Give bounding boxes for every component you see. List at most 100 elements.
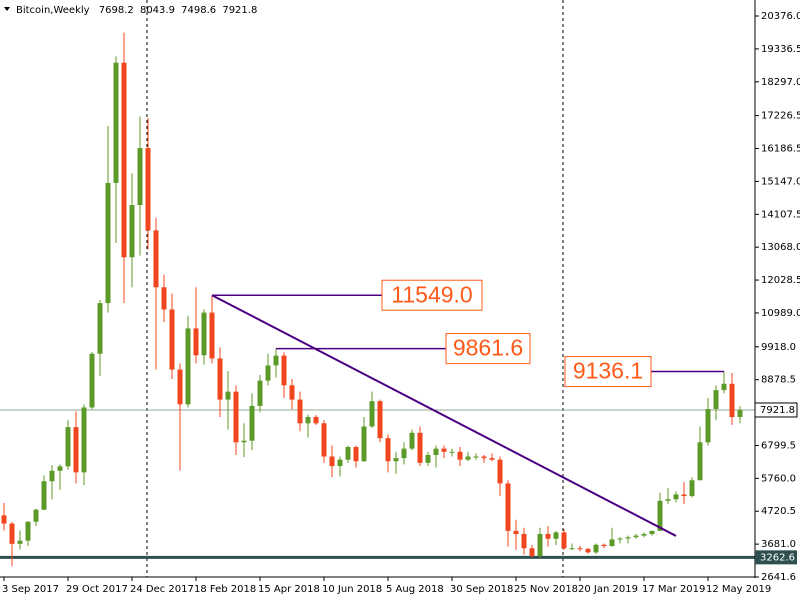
candle-body <box>425 454 431 463</box>
candle-body <box>625 537 631 539</box>
candle-body <box>57 466 63 471</box>
y-tick-label: 15147.0 <box>761 176 800 187</box>
y-tick-label: 13068.0 <box>761 242 800 253</box>
candle-body <box>601 544 607 547</box>
x-tick-label: 30 Sep 2018 <box>450 584 513 595</box>
candle-body <box>345 447 351 460</box>
candle-body <box>225 391 231 400</box>
candle-body <box>633 535 639 538</box>
candle-body <box>281 355 287 386</box>
candle-body <box>673 494 679 500</box>
candle-body <box>129 205 135 258</box>
candle-body <box>273 355 279 366</box>
x-tick-label: 18 Feb 2018 <box>194 584 256 595</box>
candle-body <box>457 451 463 460</box>
header-close: 7921.8 <box>222 5 257 16</box>
candle-body <box>169 309 175 370</box>
annotation-label: 9136.1 <box>573 358 643 384</box>
candle-body <box>721 383 727 391</box>
chart-header: Bitcoin,Weekly 7698.2 8043.9 7498.6 7921… <box>16 5 257 16</box>
candle-body <box>65 427 71 467</box>
x-tick-label: 20 Jan 2019 <box>578 584 638 595</box>
x-tick-label: 25 Nov 2018 <box>514 584 578 595</box>
candle-body <box>449 451 455 453</box>
candle-body <box>561 532 567 549</box>
candle-body <box>657 500 663 531</box>
candle-body <box>729 383 735 418</box>
candle-body <box>89 353 95 408</box>
candle-body <box>401 448 407 459</box>
candle-body <box>361 426 367 462</box>
candle-body <box>217 358 223 400</box>
annotation-label: 9861.6 <box>453 335 523 361</box>
y-tick-label: 16186.5 <box>761 144 800 155</box>
header-high: 8043.9 <box>140 5 175 16</box>
candle-body <box>161 287 167 310</box>
candle-body <box>705 409 711 443</box>
candle-body <box>1 515 7 524</box>
y-tick-label: 8878.5 <box>761 375 796 386</box>
x-tick-label: 15 Apr 2018 <box>258 584 320 595</box>
candle-body <box>649 530 655 535</box>
y-tick-label: 6799.5 <box>761 440 796 451</box>
candle-body <box>353 447 359 462</box>
candle-body <box>441 448 447 452</box>
y-tick-label: 4720.5 <box>761 506 796 517</box>
header-arrow <box>4 7 10 11</box>
candle-body <box>641 534 647 536</box>
candle-body <box>177 369 183 405</box>
candle-body <box>241 440 247 443</box>
y-tick-label: 20376.0 <box>761 11 800 22</box>
candle-body <box>233 391 239 443</box>
plot: 11549.0 9861.6 9136.1 <box>0 32 755 567</box>
candle-body <box>265 365 271 381</box>
annotation-box <box>564 356 652 388</box>
price-label-box <box>754 402 798 418</box>
candle-body <box>297 399 303 424</box>
level-label-box <box>755 550 797 565</box>
candle-body <box>105 182 111 304</box>
y-tick-label: 17226.5 <box>761 111 800 122</box>
candle-body <box>665 499 671 501</box>
y-tick-label: 3681.0 <box>761 539 796 550</box>
candle-body <box>337 459 343 467</box>
candle-body <box>409 432 415 449</box>
candle-body <box>585 548 591 553</box>
candle-body <box>537 534 543 557</box>
candle-body <box>113 62 119 183</box>
trend-line <box>211 294 677 537</box>
candle-body <box>369 401 375 427</box>
candle-body <box>81 407 87 473</box>
candle-body <box>489 458 495 460</box>
candle-body <box>97 303 103 354</box>
level-label: 3262.6 <box>760 552 795 563</box>
candle-body <box>713 390 719 410</box>
x-tick-label: 24 Dec 2017 <box>130 584 194 595</box>
candle-body <box>617 538 623 540</box>
y-tick-label: 2641.6 <box>761 572 796 583</box>
x-tick-label: 5 Aug 2018 <box>386 584 444 595</box>
candle-body <box>41 481 47 510</box>
y-tick-label: 9918.0 <box>761 342 796 353</box>
x-tick-label: 3 Sep 2017 <box>2 584 59 595</box>
annotation-box <box>381 279 483 311</box>
candle-body <box>609 539 615 547</box>
candle-body <box>417 432 423 463</box>
header-open: 7698.2 <box>99 5 134 16</box>
candle-body <box>257 380 263 406</box>
candle-body <box>393 458 399 462</box>
x-tick-label: 29 Oct 2017 <box>66 584 128 595</box>
candle-body <box>185 328 191 405</box>
candle-body <box>433 448 439 455</box>
candle-body <box>681 494 687 497</box>
candle-body <box>505 483 511 531</box>
candle-body <box>9 523 15 544</box>
candle-body <box>153 230 159 288</box>
candle-body <box>553 532 559 539</box>
candle-body <box>377 401 383 439</box>
candle-body <box>497 459 503 484</box>
y-tick-label: 10989.0 <box>761 308 800 319</box>
candle-body <box>49 470 55 482</box>
candle-body <box>465 456 471 460</box>
